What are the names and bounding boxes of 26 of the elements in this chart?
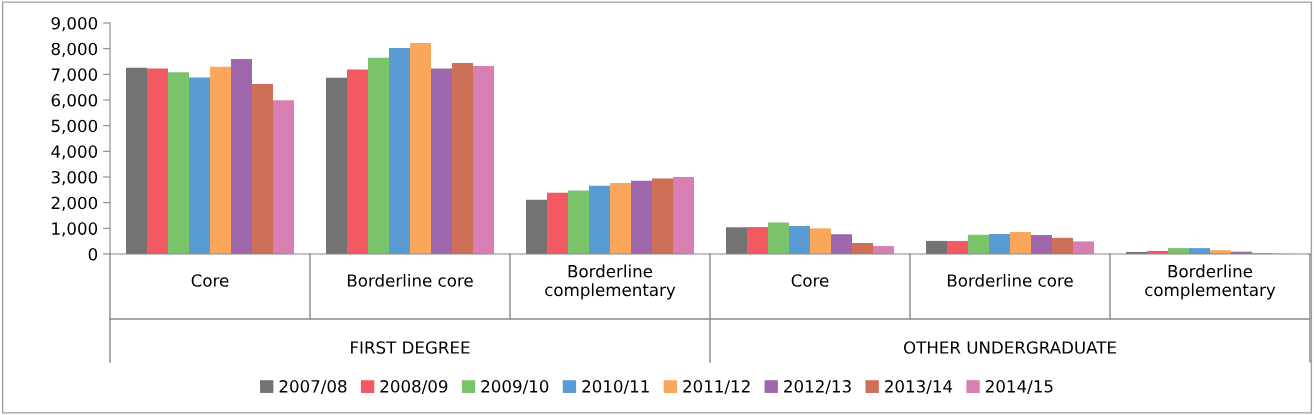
text: FIRST DEGREE <box>351 341 470 354</box>
y-tick-label: 0 <box>88 247 98 261</box>
x-tick-label: Borderline core <box>347 273 473 287</box>
y-tick-label: 5,000 <box>51 119 98 134</box>
legend-label: 2010/11 <box>582 380 649 394</box>
legend-label: 2008/09 <box>380 380 448 394</box>
x-tick-label: Core <box>791 274 829 287</box>
y-tick-label: 4,000 <box>51 145 98 160</box>
legend-label: 2007/08 <box>279 380 347 394</box>
x-tick-label: Borderline core <box>947 273 1073 287</box>
text: OTHER UNDERGRADUATE <box>903 341 1116 354</box>
legend-label: 2014/15 <box>985 380 1053 394</box>
y-tick-label: 7,000 <box>51 68 98 83</box>
y-tick-label: 8,000 <box>51 42 98 57</box>
y-tick-label: 2,000 <box>51 196 98 211</box>
x-tick-label: Core <box>191 274 229 287</box>
y-tick-label: 9,000 <box>51 16 98 32</box>
legend-label: 2012/13 <box>784 380 851 394</box>
y-tick-label: 6,000 <box>51 93 98 109</box>
x-tick-label: Borderline complementary <box>1145 264 1276 300</box>
legend-label: 2013/14 <box>885 380 953 394</box>
y-tick-label: 3,000 <box>51 170 98 186</box>
y-tick-label: 1,000 <box>52 222 98 237</box>
legend-label: 2011/12 <box>683 380 750 394</box>
legend-label: 2009/10 <box>481 380 549 394</box>
x-tick-label: Borderline complementary <box>545 264 676 300</box>
